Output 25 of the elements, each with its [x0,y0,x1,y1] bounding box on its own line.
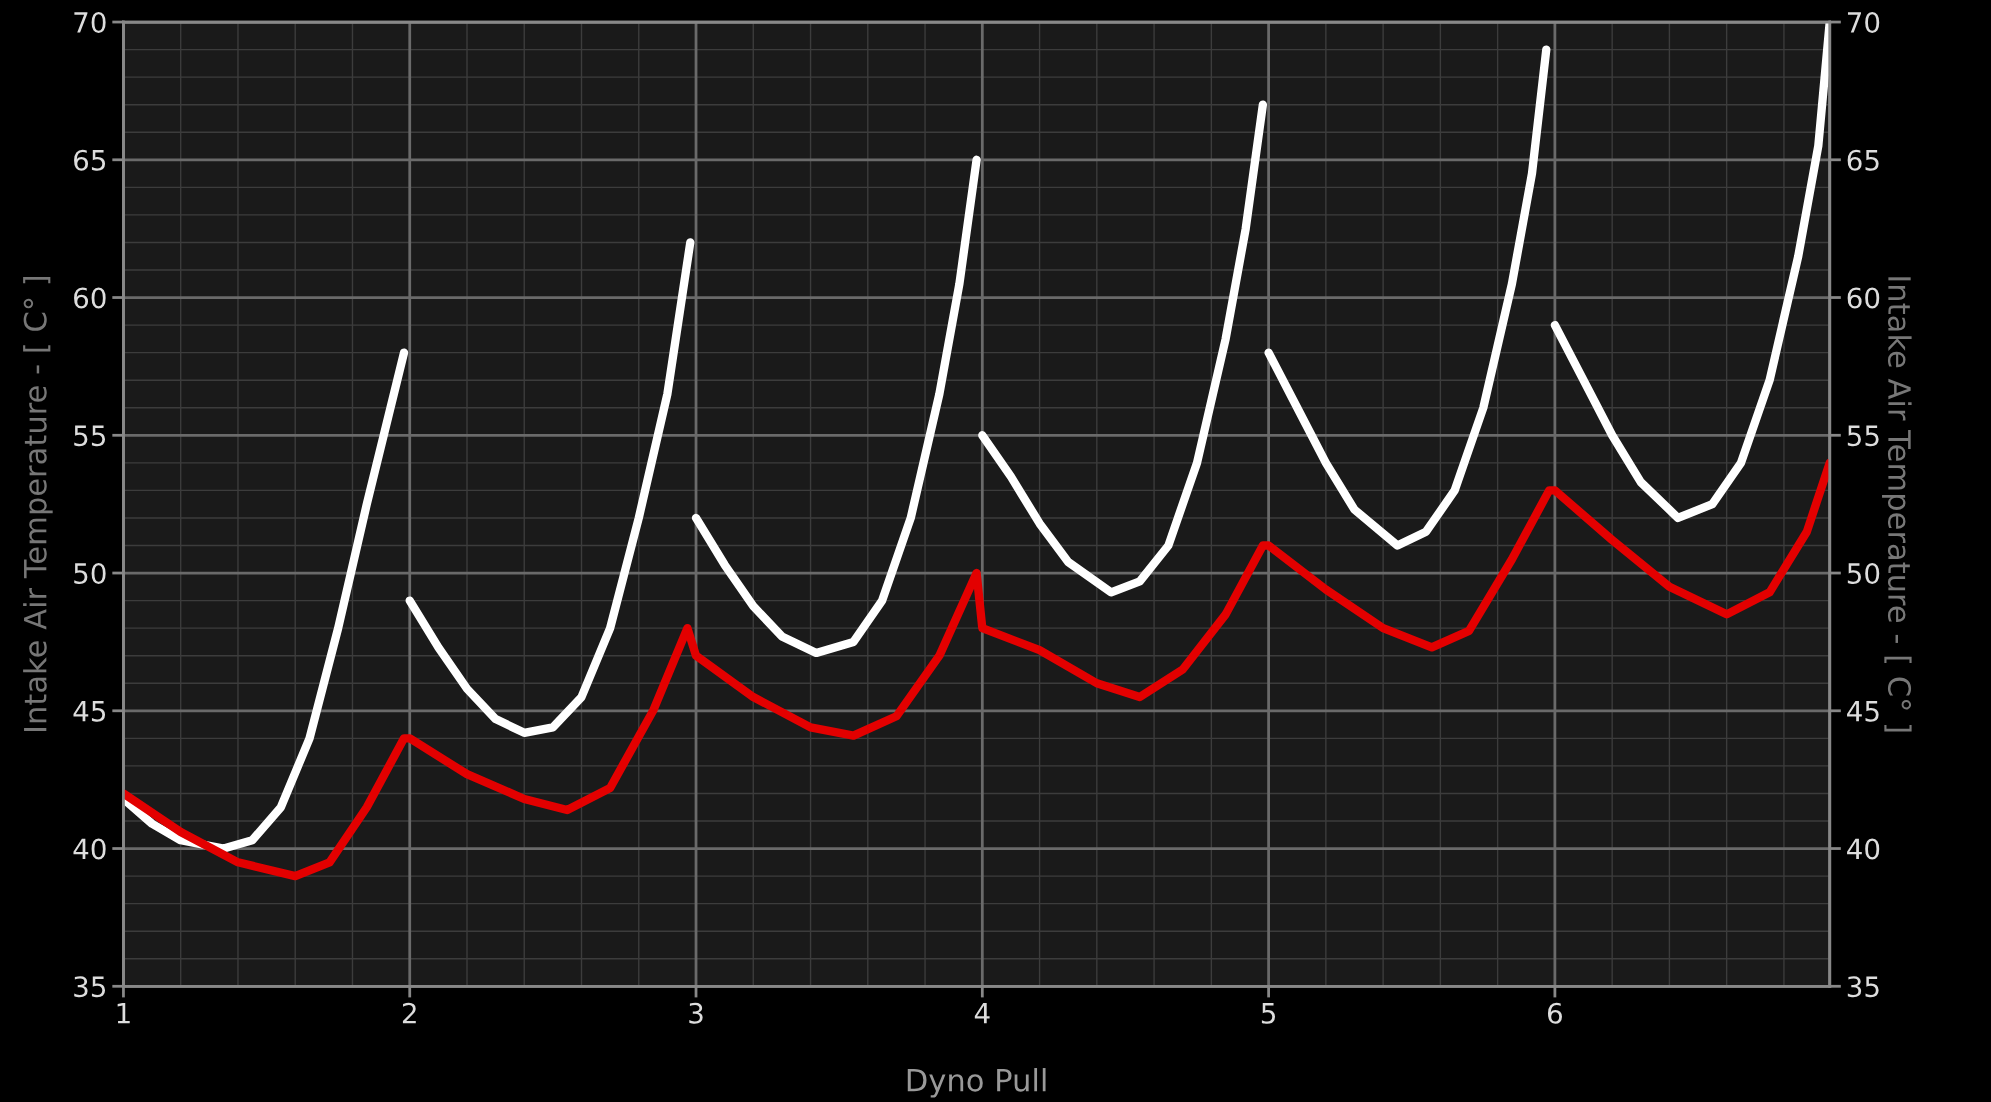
x-axis-title: Dyno Pull [907,1068,1046,1098]
y-tick-label: 50 [74,562,106,584]
y2-tick-label: 65 [1847,149,1879,171]
y-tick-label: 45 [73,701,106,722]
y-tick-label: 35 [74,976,106,998]
y-tick-label: 40 [73,838,106,860]
x-tick-label: 6 [1547,1002,1562,1024]
y2-axis-title: Intake Air Temperature - [ C° ] [1882,277,1912,732]
x-tick-label: 2 [402,1002,416,1024]
y2-tick-label: 35 [1847,976,1879,998]
y2-tick-label: 40 [1847,838,1880,860]
y2-tick-label: 50 [1847,562,1880,584]
y2-tick-label: 70 [1847,11,1880,33]
y2-tick-label: 45 [1847,701,1879,722]
y-tick-label: 55 [74,425,106,447]
x-tick-label: 3 [689,1002,703,1024]
x-tick-label: 4 [974,1003,990,1024]
y2-tick-label: 60 [1847,287,1880,309]
y-tick-label: 70 [74,11,106,33]
y-tick-label: 65 [74,149,106,171]
x-tick-label: 5 [1261,1003,1276,1024]
x-tick-label: 1 [117,1003,130,1024]
y-tick-label: 60 [74,287,106,309]
y2-tick-label: 55 [1847,425,1879,447]
y-axis-title: Intake Air Temperature - [ C° ] [23,276,53,732]
